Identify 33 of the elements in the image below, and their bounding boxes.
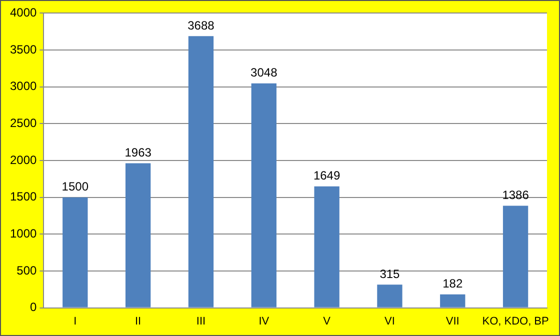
data-label: 182	[442, 276, 463, 291]
y-tick-label: 2000	[10, 152, 38, 167]
data-label: 315	[380, 266, 400, 281]
y-tick-label: 1500	[10, 190, 38, 204]
bar	[314, 186, 340, 308]
y-tick-label: 3000	[10, 79, 38, 94]
x-tick-label: I	[74, 315, 77, 328]
bar	[125, 163, 151, 308]
y-tick-label: 500	[16, 263, 38, 278]
y-tick-label: 2500	[10, 116, 38, 130]
bar	[251, 83, 276, 308]
y-tick-label: 1000	[10, 226, 38, 240]
y-tick-label: 0	[30, 300, 38, 314]
bar	[62, 197, 88, 308]
bar	[377, 284, 402, 308]
y-tick-label: 3500	[10, 42, 38, 56]
x-tick-label: V	[323, 315, 332, 328]
x-tick-label: KO, KDO, BP	[482, 315, 549, 328]
data-label: 3048	[250, 66, 278, 80]
data-label: 3688	[188, 18, 215, 32]
data-label: 1963	[124, 146, 152, 160]
data-label: 1500	[62, 180, 89, 194]
x-tick-label: VI	[384, 315, 395, 328]
data-label: 1649	[313, 168, 340, 183]
x-tick-label: III	[196, 315, 206, 328]
bar	[440, 294, 466, 308]
x-tick-label: VII	[446, 315, 460, 328]
bar	[188, 36, 214, 308]
bar	[502, 206, 528, 308]
x-tick-label: II	[135, 315, 142, 328]
y-tick-label: 4000	[10, 6, 38, 20]
x-tick-label: IV	[258, 315, 270, 328]
data-label: 1386	[502, 188, 530, 202]
